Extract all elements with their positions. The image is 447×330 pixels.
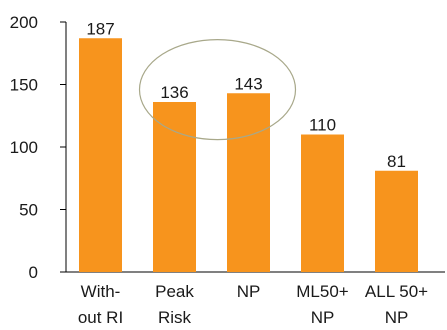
data-label: 136	[160, 83, 188, 102]
bar	[79, 38, 122, 272]
y-tick-label: 0	[29, 263, 38, 282]
bar-series	[79, 38, 418, 272]
y-tick-label: 50	[19, 201, 38, 220]
data-label: 143	[234, 74, 262, 93]
data-label: 110	[309, 116, 336, 135]
data-labels: 187 136 143 110 81	[86, 19, 406, 171]
category-label: ML50+ NP	[296, 282, 349, 327]
category-label: Peak Risk	[155, 282, 194, 327]
y-tick-label: 100	[10, 138, 38, 157]
category-label: ALL 50+ NP	[365, 282, 428, 327]
data-label: 187	[86, 19, 114, 38]
category-labels: With-out RI Peak Risk NP ML50+ NP ALL 50+ NP	[78, 282, 428, 327]
bar	[227, 93, 270, 272]
y-tick-label: 150	[10, 76, 38, 95]
highlight-ellipse	[138, 39, 297, 141]
y-tick-label: 200	[10, 13, 38, 32]
highlight-overlay	[138, 39, 297, 141]
bar	[375, 170, 418, 272]
data-label: 81	[387, 152, 406, 171]
category-label: NP	[237, 282, 261, 301]
bar	[153, 102, 196, 272]
category-label: With-out RI	[78, 282, 123, 327]
y-axis: 0 50 100 150 200	[10, 13, 445, 282]
bar	[301, 134, 344, 272]
